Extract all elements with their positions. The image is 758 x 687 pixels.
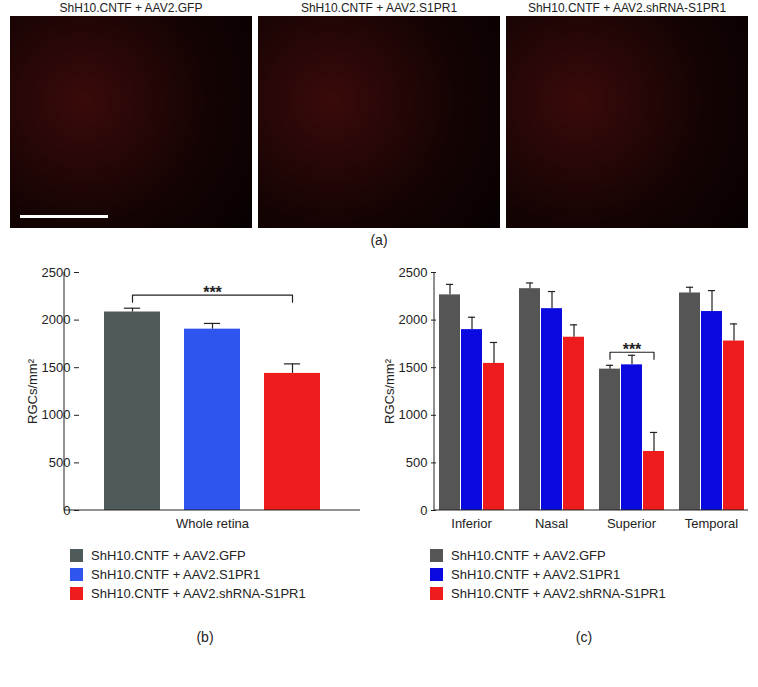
svg-text:1500: 1500 (42, 360, 71, 375)
svg-text:RGCs/mm²: RGCs/mm² (382, 358, 397, 424)
html-text:ShH10.CNTF + AAV2.GFP: ShH10.CNTF + AAV2.GFP (59, 1, 203, 15)
svg-text:2000: 2000 (42, 312, 71, 327)
html-text:ShH10.CNTF + AAV2.shRNA-S1PR1: ShH10.CNTF + AAV2.shRNA-S1PR1 (91, 586, 306, 601)
html-text:ShH10.CNTF + AAV2.S1PR1: ShH10.CNTF + AAV2.S1PR1 (91, 567, 261, 582)
svg-text:Nasal: Nasal (535, 516, 568, 531)
svg-text:500: 500 (49, 455, 71, 470)
html-text:ShH10.CNTF + AAV2.GFP: ShH10.CNTF + AAV2.GFP (451, 548, 606, 563)
html-text:(b): (b) (196, 629, 214, 645)
svg-text:RGCs/mm²: RGCs/mm² (25, 358, 40, 424)
html-text:ShH10.CNTF + AAV2.GFP: ShH10.CNTF + AAV2.GFP (91, 548, 246, 563)
html-text:ShH10.CNTF + AAV2.S1PR1: ShH10.CNTF + AAV2.S1PR1 (300, 1, 458, 15)
svg-text:Superior: Superior (607, 516, 657, 531)
svg-text:Inferior: Inferior (451, 516, 492, 531)
svg-text:Whole retina: Whole retina (176, 516, 250, 531)
svg-text:1500: 1500 (399, 360, 428, 375)
svg-text:***: *** (203, 284, 222, 301)
svg-text:Temporal: Temporal (685, 516, 739, 531)
html-text:ShH10.CNTF + AAV2.shRNA-S1PR1: ShH10.CNTF + AAV2.shRNA-S1PR1 (451, 586, 666, 601)
html-text:(a): (a) (370, 232, 388, 248)
svg-text:1000: 1000 (399, 407, 428, 422)
svg-text:***: *** (623, 341, 642, 358)
svg-text:2000: 2000 (399, 312, 428, 327)
svg-text:500: 500 (406, 455, 428, 470)
svg-text:2500: 2500 (399, 265, 428, 280)
html-text:(c): (c) (575, 629, 593, 645)
svg-text:0: 0 (420, 503, 427, 518)
svg-text:2500: 2500 (42, 265, 71, 280)
svg-text:1000: 1000 (42, 407, 71, 422)
html-text:ShH10.CNTF + AAV2.shRNA-S1PR1: ShH10.CNTF + AAV2.shRNA-S1PR1 (527, 1, 727, 15)
html-text:ShH10.CNTF + AAV2.S1PR1: ShH10.CNTF + AAV2.S1PR1 (451, 567, 621, 582)
